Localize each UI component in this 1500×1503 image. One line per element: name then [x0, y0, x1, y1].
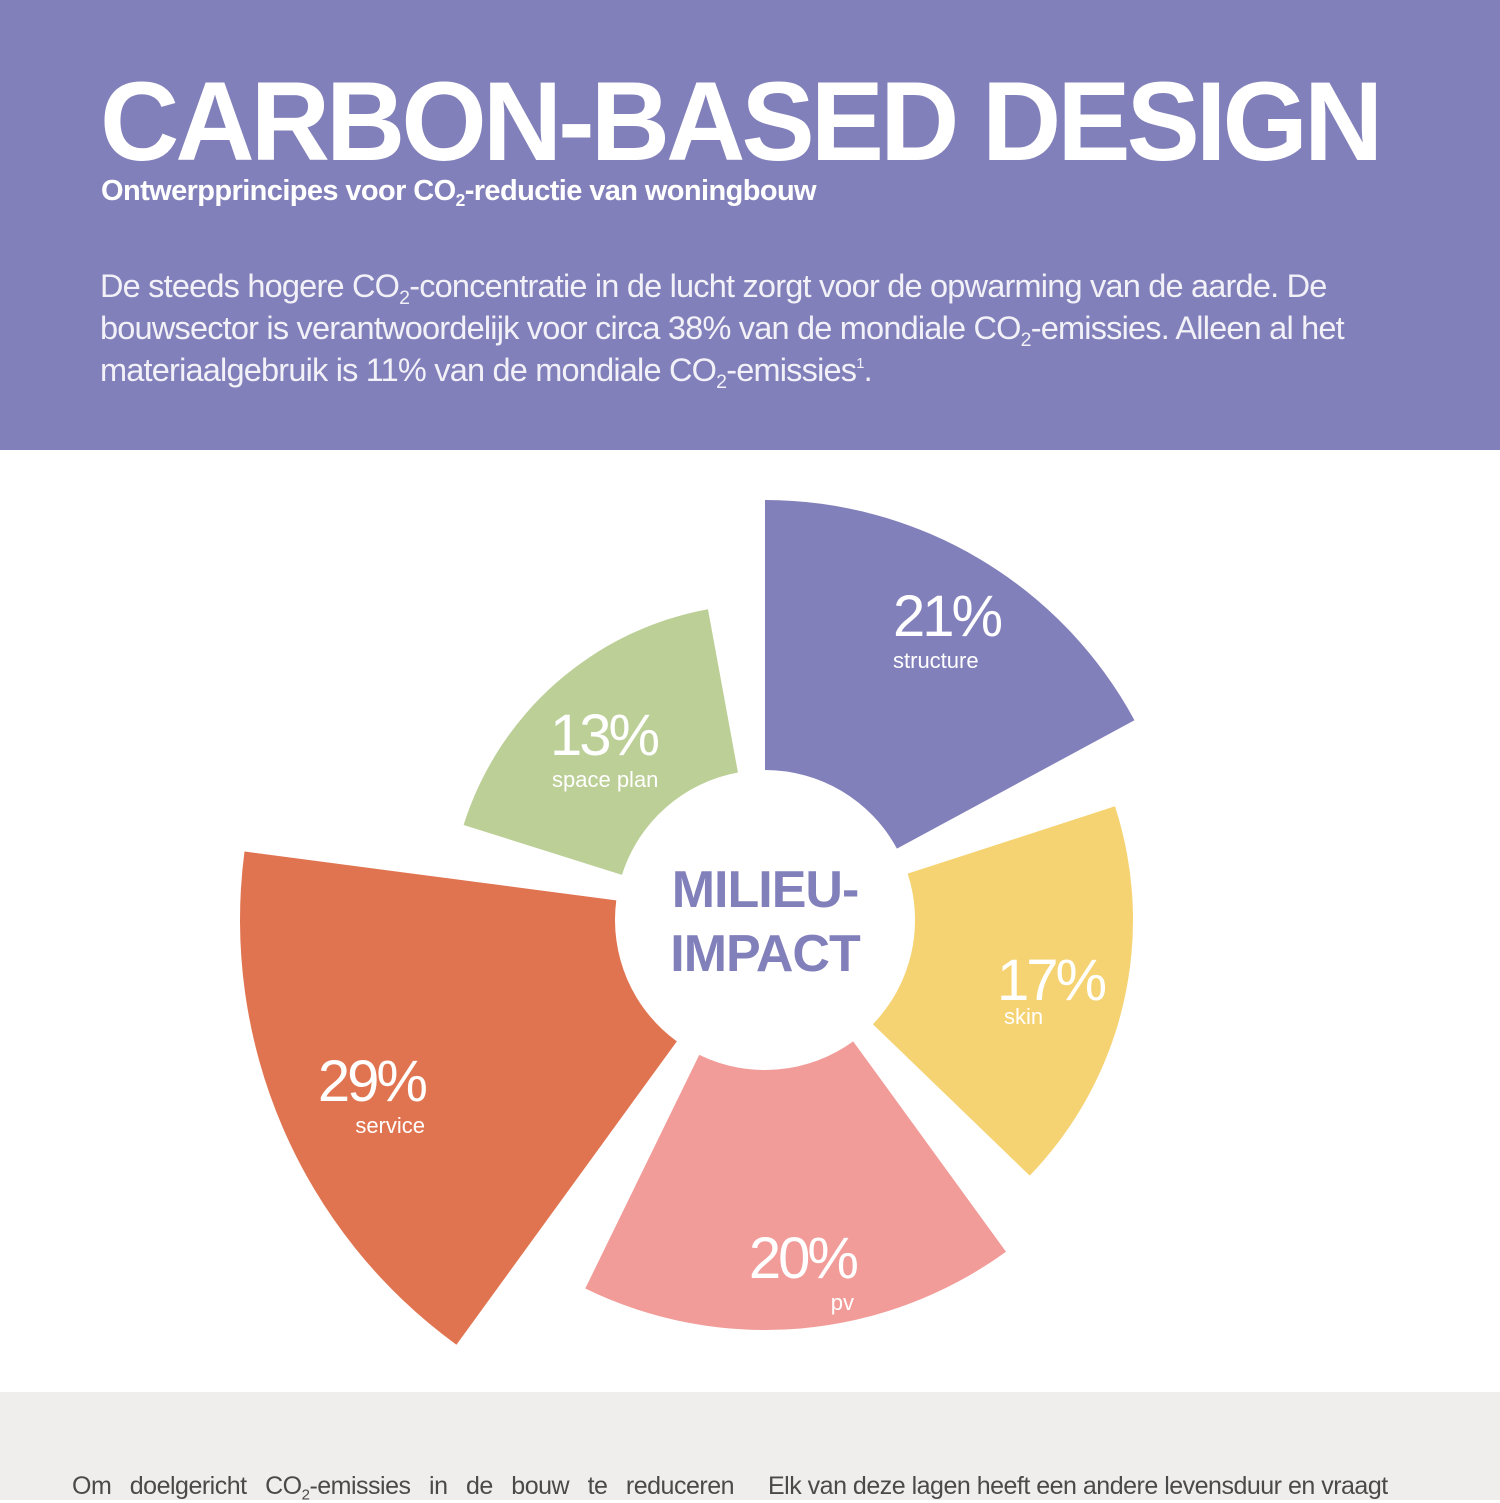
footer-text-section: Om doelgericht CO2-emissies in de bouw t… — [0, 1392, 1500, 1502]
slice-pv — [585, 1041, 1006, 1330]
footer-text: Om doelgericht CO — [72, 1472, 302, 1500]
page-subtitle: Ontwerpprincipes voor CO2-reductie van w… — [101, 175, 817, 211]
intro-text: . — [863, 352, 873, 388]
slice-name: skin — [1004, 1004, 1044, 1029]
slice-label-space-plan: 13% space plan — [550, 703, 660, 792]
slice-label-service: 29% service — [297, 1049, 428, 1138]
footer-text: -emissies in de bouw te reduceren — [309, 1472, 734, 1500]
footer-column-left: Om doelgericht CO2-emissies in de bouw t… — [72, 1470, 734, 1502]
slice-name: space plan — [552, 767, 659, 792]
intro-text: -emissies. Alleen al het materiaalgebrui… — [100, 310, 1345, 388]
intro-text: -concentratie in de lucht zorgt voor de … — [100, 268, 1327, 346]
slice-percent: 17% — [997, 948, 1107, 1013]
intro-text: De steeds hogere CO — [100, 268, 400, 304]
subscript: 2 — [716, 370, 727, 393]
slice-space-plan — [463, 609, 738, 875]
slice-percent: 21% — [893, 584, 1003, 649]
subtitle-text: -reductie van woningbouw — [464, 175, 817, 207]
slice-label-structure: 21% structure — [893, 584, 1003, 673]
subscript: 2 — [1020, 328, 1032, 351]
slice-percent: 20% — [748, 1226, 859, 1291]
milieu-impact-chart: 21% structure 17% skin 20% pv 29% servic… — [0, 450, 1500, 1392]
slice-structure — [765, 500, 1135, 849]
center-title-line: MILIEU- — [671, 861, 860, 919]
subscript: 2 — [455, 190, 466, 211]
footer-column-right: Elk van deze lagen heeft een andere leve… — [768, 1472, 1388, 1500]
subscript: 2 — [399, 286, 410, 309]
slice-name: pv — [830, 1290, 854, 1315]
page-title: CARBON-BASED DESIGN — [100, 59, 1383, 184]
subscript: 2 — [301, 1486, 310, 1503]
slice-percent: 29% — [317, 1049, 428, 1114]
chart-center-title: MILIEU- IMPACT — [615, 858, 915, 986]
intro-text: -emissies — [726, 352, 857, 388]
slice-percent: 13% — [550, 703, 660, 768]
center-title-line: IMPACT — [670, 925, 860, 983]
subtitle-text: Ontwerpprincipes voor CO — [101, 175, 456, 207]
slice-skin — [872, 806, 1133, 1176]
slice-name: structure — [893, 648, 979, 673]
slice-label-skin: 17% skin — [997, 948, 1107, 1029]
header-banner: CARBON-BASED DESIGN Ontwerpprincipes voo… — [0, 0, 1500, 450]
slice-label-pv: 20% pv — [728, 1226, 859, 1315]
slice-name: service — [355, 1113, 425, 1138]
intro-paragraph: De steeds hogere CO2-concentratie in de … — [100, 265, 1420, 393]
footnote-marker: 1 — [856, 355, 864, 372]
slice-service — [240, 851, 677, 1345]
rose-chart-graphic — [240, 500, 1135, 1345]
